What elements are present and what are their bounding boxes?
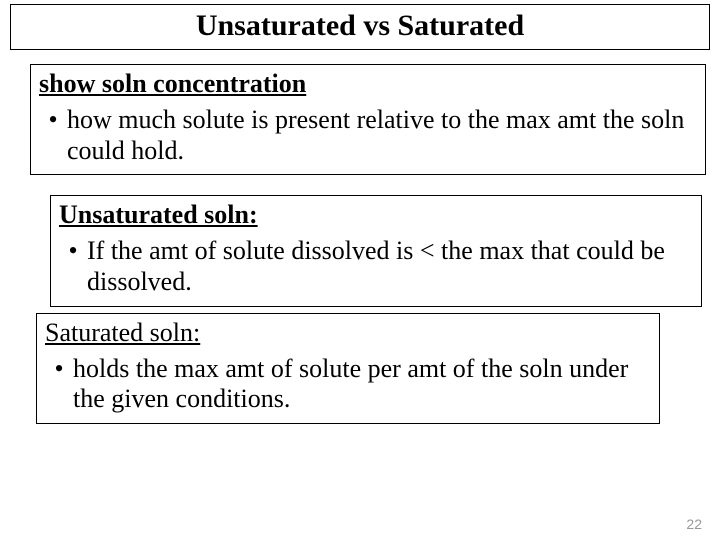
section3-bullet-row: • holds the max amt of solute per amt of… [45, 354, 653, 415]
section2-bullet-text: If the amt of solute dissolved is < the … [87, 236, 695, 297]
page-number: 22 [686, 516, 702, 532]
section1-heading: show soln concentration [39, 69, 699, 99]
slide-title: Unsaturated vs Saturated [11, 9, 709, 43]
title-box: Unsaturated vs Saturated [10, 4, 710, 50]
section-show-concentration: show soln concentration • how much solut… [30, 64, 706, 175]
section3-bullet-text: holds the max amt of solute per amt of t… [73, 354, 653, 415]
section2-heading: Unsaturated soln: [59, 200, 695, 230]
bullet-icon: • [39, 105, 67, 166]
bullet-icon: • [59, 236, 87, 297]
section3-heading: Saturated soln: [45, 318, 653, 348]
section2-bullet-row: • If the amt of solute dissolved is < th… [59, 236, 695, 297]
section-saturated: Saturated soln: • holds the max amt of s… [36, 313, 660, 424]
section1-bullet-row: • how much solute is present relative to… [39, 105, 699, 166]
section-unsaturated: Unsaturated soln: • If the amt of solute… [50, 195, 702, 306]
section1-bullet-text: how much solute is present relative to t… [67, 105, 699, 166]
bullet-icon: • [45, 354, 73, 415]
